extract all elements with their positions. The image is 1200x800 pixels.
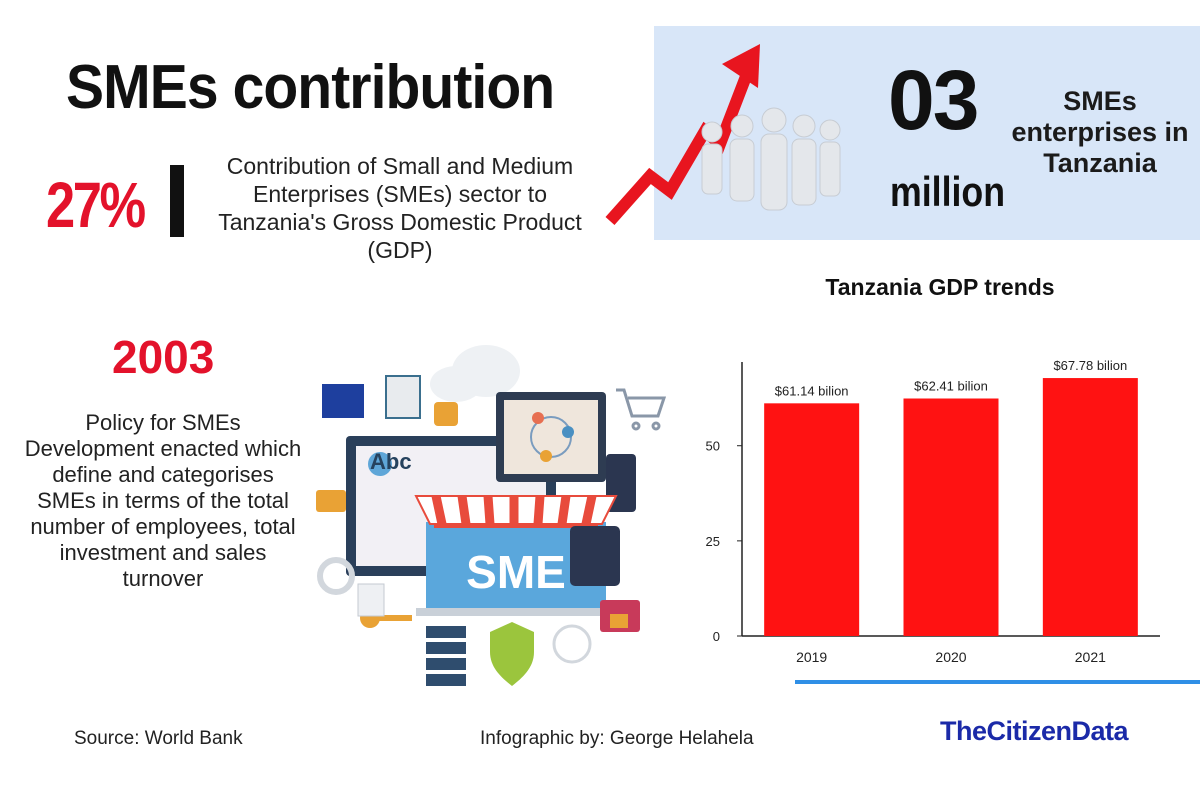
y-tick-label: 25 [706, 534, 720, 549]
sme-count-label: SMEs enterprises in Tanzania [1011, 86, 1189, 178]
sme-illustration: Abc SME [316, 345, 666, 686]
x-tick-label: 2019 [796, 649, 827, 665]
chart-title: Tanzania GDP trends [825, 274, 1055, 300]
search-text: Abc [370, 449, 412, 474]
brand-logo: TheCitizenData [940, 716, 1129, 746]
padlock-badge-icon [434, 402, 458, 426]
speech-bubble-icon [316, 490, 346, 512]
mail-icon [385, 375, 421, 419]
infographic-credit: Infographic by: George Helahela [480, 728, 754, 749]
policy-year: 2003 [112, 331, 215, 383]
stat-divider [170, 165, 184, 237]
bar [903, 398, 999, 636]
gdp-bar-chart: 0 25 50 $61.14 bilion 2019 $62.41 bilion 2020 $… [706, 358, 1160, 665]
gdp-share-value: 27% [46, 169, 146, 241]
sme-count-number: 03 [888, 53, 979, 147]
x-tick-label: 2020 [935, 649, 966, 665]
x-tick-label: 2021 [1075, 649, 1106, 665]
bar-data-label: $61.14 bilion [775, 383, 849, 398]
chart-divider [795, 680, 1200, 684]
shield-icon [490, 622, 534, 686]
globe-icon [552, 624, 592, 664]
document-icon [357, 583, 385, 617]
folder-lock-icon [600, 600, 640, 632]
bar [1042, 378, 1138, 636]
gears-icon [317, 557, 355, 595]
bar-data-label: $67.78 bilion [1053, 358, 1127, 373]
eu-flag-icon [322, 384, 364, 418]
laptop-network-icon [496, 392, 606, 482]
bar-data-label: $62.41 bilion [914, 378, 988, 393]
gdp-share-description: Contribution of Small and Medium Enterpr… [218, 153, 582, 263]
source-note: Source: World Bank [74, 728, 243, 749]
sme-count-unit: million [890, 168, 1006, 215]
cloud-icon [430, 345, 520, 402]
growth-arrow-icon [605, 44, 760, 225]
server-rack-icon [426, 626, 466, 686]
people-group-icon [701, 107, 841, 211]
store-sign-text: SME [466, 546, 566, 598]
bar [764, 403, 860, 636]
y-tick-label: 0 [713, 629, 720, 644]
page-title: SMEs contribution [66, 53, 555, 122]
y-tick-label: 50 [706, 439, 720, 454]
policy-description: Policy for SMEs Development enacted whic… [24, 410, 302, 591]
shopping-cart-icon [616, 388, 666, 431]
tablet-lock-icon [570, 526, 620, 586]
